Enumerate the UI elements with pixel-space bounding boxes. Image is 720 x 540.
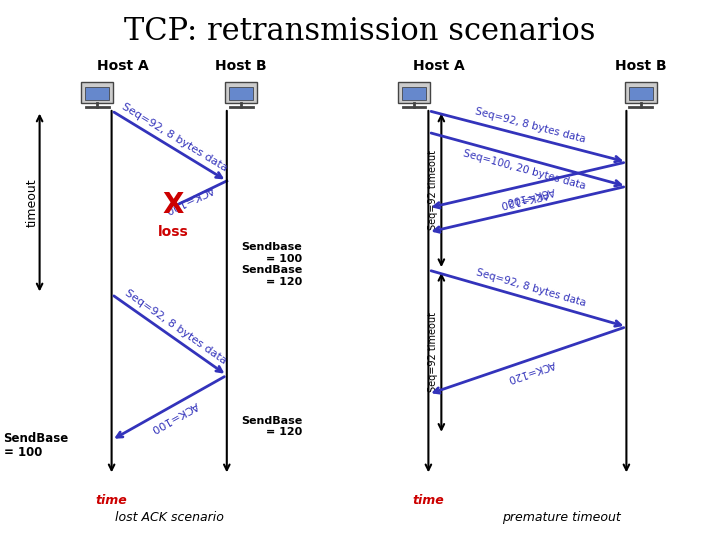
Text: ACK=100: ACK=100	[163, 183, 215, 214]
Text: TCP: retransmission scenarios: TCP: retransmission scenarios	[125, 16, 595, 47]
Bar	[402, 87, 426, 100]
Text: Seq=92 timeout: Seq=92 timeout	[428, 312, 438, 393]
Text: ACK=100: ACK=100	[149, 400, 200, 434]
Text: ACK=120: ACK=120	[500, 188, 550, 209]
Text: Seq=92, 8 bytes data: Seq=92, 8 bytes data	[474, 106, 587, 145]
Text: Seq=92, 8 bytes data: Seq=92, 8 bytes data	[120, 101, 230, 173]
Bar	[629, 87, 653, 100]
Text: loss: loss	[158, 225, 188, 239]
Text: lost ACK scenario: lost ACK scenario	[114, 511, 224, 524]
Bar	[397, 82, 431, 103]
Text: Sendbase
= 100
SendBase
= 120: Sendbase = 100 SendBase = 120	[241, 242, 302, 287]
Text: Host B: Host B	[615, 59, 667, 73]
Text: Seq=92, 8 bytes data: Seq=92, 8 bytes data	[123, 288, 228, 366]
Text: premature timeout: premature timeout	[503, 511, 621, 524]
Bar	[229, 87, 253, 100]
Text: Seq=92 timeout: Seq=92 timeout	[428, 150, 438, 231]
Text: Seq=100, 20 bytes data: Seq=100, 20 bytes data	[462, 148, 587, 191]
Text: Host B: Host B	[215, 59, 267, 73]
Text: ACK=120: ACK=120	[506, 358, 557, 383]
Text: Host A: Host A	[413, 59, 465, 73]
Text: X: X	[162, 191, 184, 219]
Text: Host A: Host A	[96, 59, 148, 73]
Text: Seq=92, 8 bytes data: Seq=92, 8 bytes data	[474, 267, 587, 308]
Text: time: time	[413, 494, 444, 507]
Text: SendBase
= 100: SendBase = 100	[4, 431, 69, 460]
Text: SendBase
= 120: SendBase = 120	[241, 416, 302, 437]
Text: ACK=100: ACK=100	[505, 185, 555, 206]
Bar	[81, 82, 114, 103]
Text: time: time	[96, 494, 127, 507]
Bar	[85, 87, 109, 100]
Text: timeout: timeout	[26, 178, 39, 227]
Bar	[625, 82, 657, 103]
Bar	[225, 82, 258, 103]
